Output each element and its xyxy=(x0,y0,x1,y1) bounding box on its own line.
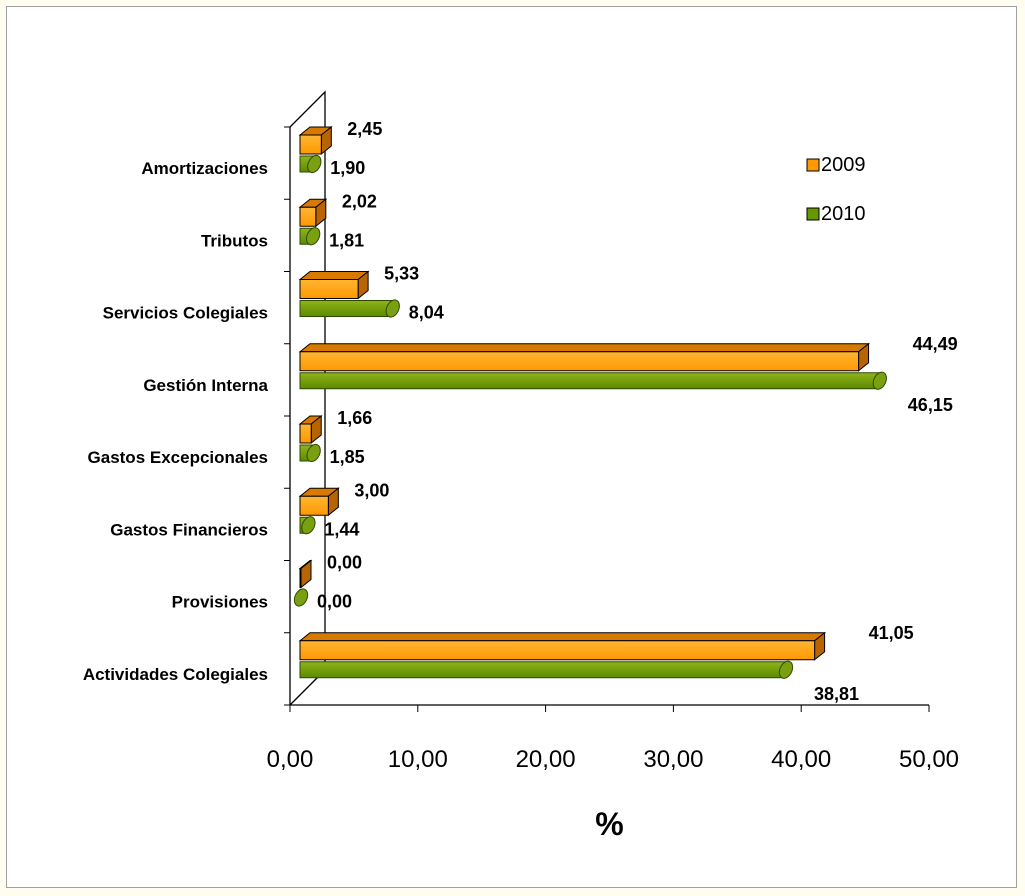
bar-2009 xyxy=(298,270,370,300)
bar-2009-front xyxy=(299,423,312,444)
legend-label-2010: 2010 xyxy=(821,203,866,225)
bar-2010-body xyxy=(299,661,787,679)
value-label-2009: 0,00 xyxy=(327,553,362,573)
bar-2010-cap xyxy=(778,660,794,679)
bar-2009 xyxy=(298,559,313,589)
bar-2009 xyxy=(298,414,323,445)
x-tick-label: 20,00 xyxy=(516,746,576,773)
category-label: Actividades Colegiales xyxy=(83,665,268,684)
chart-bars xyxy=(293,125,887,679)
value-label-2009: 41,05 xyxy=(869,623,914,643)
x-tick-label: 50,00 xyxy=(899,746,959,773)
bar-2009-front xyxy=(299,134,322,155)
value-label-2009: 44,49 xyxy=(913,334,958,354)
category-label: Gastos Excepcionales xyxy=(88,448,268,467)
bar-2010 xyxy=(299,443,321,463)
bar-2009-front xyxy=(299,351,860,372)
chart-labels: 0,00 10,00 20,00 30,00 40,00 50,00% Amortizaci… xyxy=(83,119,959,842)
bar-2010-cap xyxy=(305,227,321,246)
value-label-2010: 1,81 xyxy=(329,230,364,250)
bar-2010 xyxy=(299,154,322,174)
x-axis-title: % xyxy=(595,806,623,842)
bar-2010 xyxy=(293,588,309,607)
value-label-2010: 38,81 xyxy=(814,684,859,704)
category-label: Gastos Financieros xyxy=(110,520,268,539)
bar-2010-body xyxy=(299,300,394,317)
bar-2009 xyxy=(298,631,827,661)
value-label-2010: 0,00 xyxy=(317,592,352,612)
bar-2010 xyxy=(299,660,794,679)
x-tick-label: 30,00 xyxy=(643,746,703,773)
value-label-2009: 5,33 xyxy=(384,264,419,284)
bar-2009 xyxy=(298,342,871,372)
legend-swatch-2010 xyxy=(806,207,820,221)
bar-2009 xyxy=(298,487,340,517)
legend-swatch-2009 xyxy=(806,158,820,172)
chart-frame xyxy=(6,6,1017,888)
bar-2009-top xyxy=(298,632,827,642)
category-label: Provisiones xyxy=(172,593,268,612)
legend: 2009 2010 xyxy=(806,154,866,225)
x-tick-label: 0,00 xyxy=(267,746,314,773)
bar-2009-front xyxy=(299,495,329,516)
bar-2009 xyxy=(298,198,328,228)
category-label: Tributos xyxy=(201,231,268,250)
value-label-2010: 1,44 xyxy=(324,519,359,539)
value-label-2009: 1,66 xyxy=(337,408,372,428)
bar-2009-front xyxy=(299,568,302,588)
bar-2009-front xyxy=(299,279,359,299)
chart-axes xyxy=(284,90,930,712)
bar-2010-cap xyxy=(872,371,887,390)
category-label: Servicios Colegiales xyxy=(103,304,268,323)
bar-2010 xyxy=(299,516,316,535)
bar-2009-front xyxy=(299,640,816,661)
x-tick-label: 10,00 xyxy=(388,746,448,773)
bar-2009 xyxy=(298,125,333,156)
bar-2010-cap xyxy=(306,443,321,463)
bar-2010-cap xyxy=(301,516,316,535)
bar-2009-side xyxy=(300,559,312,589)
legend-label-2009: 2009 xyxy=(821,154,866,176)
bar-2010 xyxy=(299,299,400,318)
bar-2010 xyxy=(299,371,887,390)
bar-2010 xyxy=(299,227,321,246)
bar-2010-cap xyxy=(293,588,309,607)
bar-2010-cap xyxy=(385,299,400,318)
bar-2009-top xyxy=(298,343,871,353)
value-label-2010: 8,04 xyxy=(409,303,444,323)
value-label-2009: 2,45 xyxy=(347,119,382,139)
value-label-2010: 1,85 xyxy=(330,447,365,467)
bar-2010-body xyxy=(299,372,881,390)
x-tick-label: 40,00 xyxy=(771,746,831,773)
category-label: Gestión Interna xyxy=(143,376,268,395)
value-label-2009: 3,00 xyxy=(354,480,389,500)
back-wall-edge xyxy=(289,90,326,670)
bar-2009-top xyxy=(298,271,370,280)
category-label: Amortizaciones xyxy=(141,159,268,178)
value-label-2010: 46,15 xyxy=(908,395,953,415)
value-label-2009: 2,02 xyxy=(342,191,377,211)
bar-2009-front xyxy=(299,206,317,227)
bar-2010-cap xyxy=(307,154,322,174)
value-label-2010: 1,90 xyxy=(330,158,365,178)
